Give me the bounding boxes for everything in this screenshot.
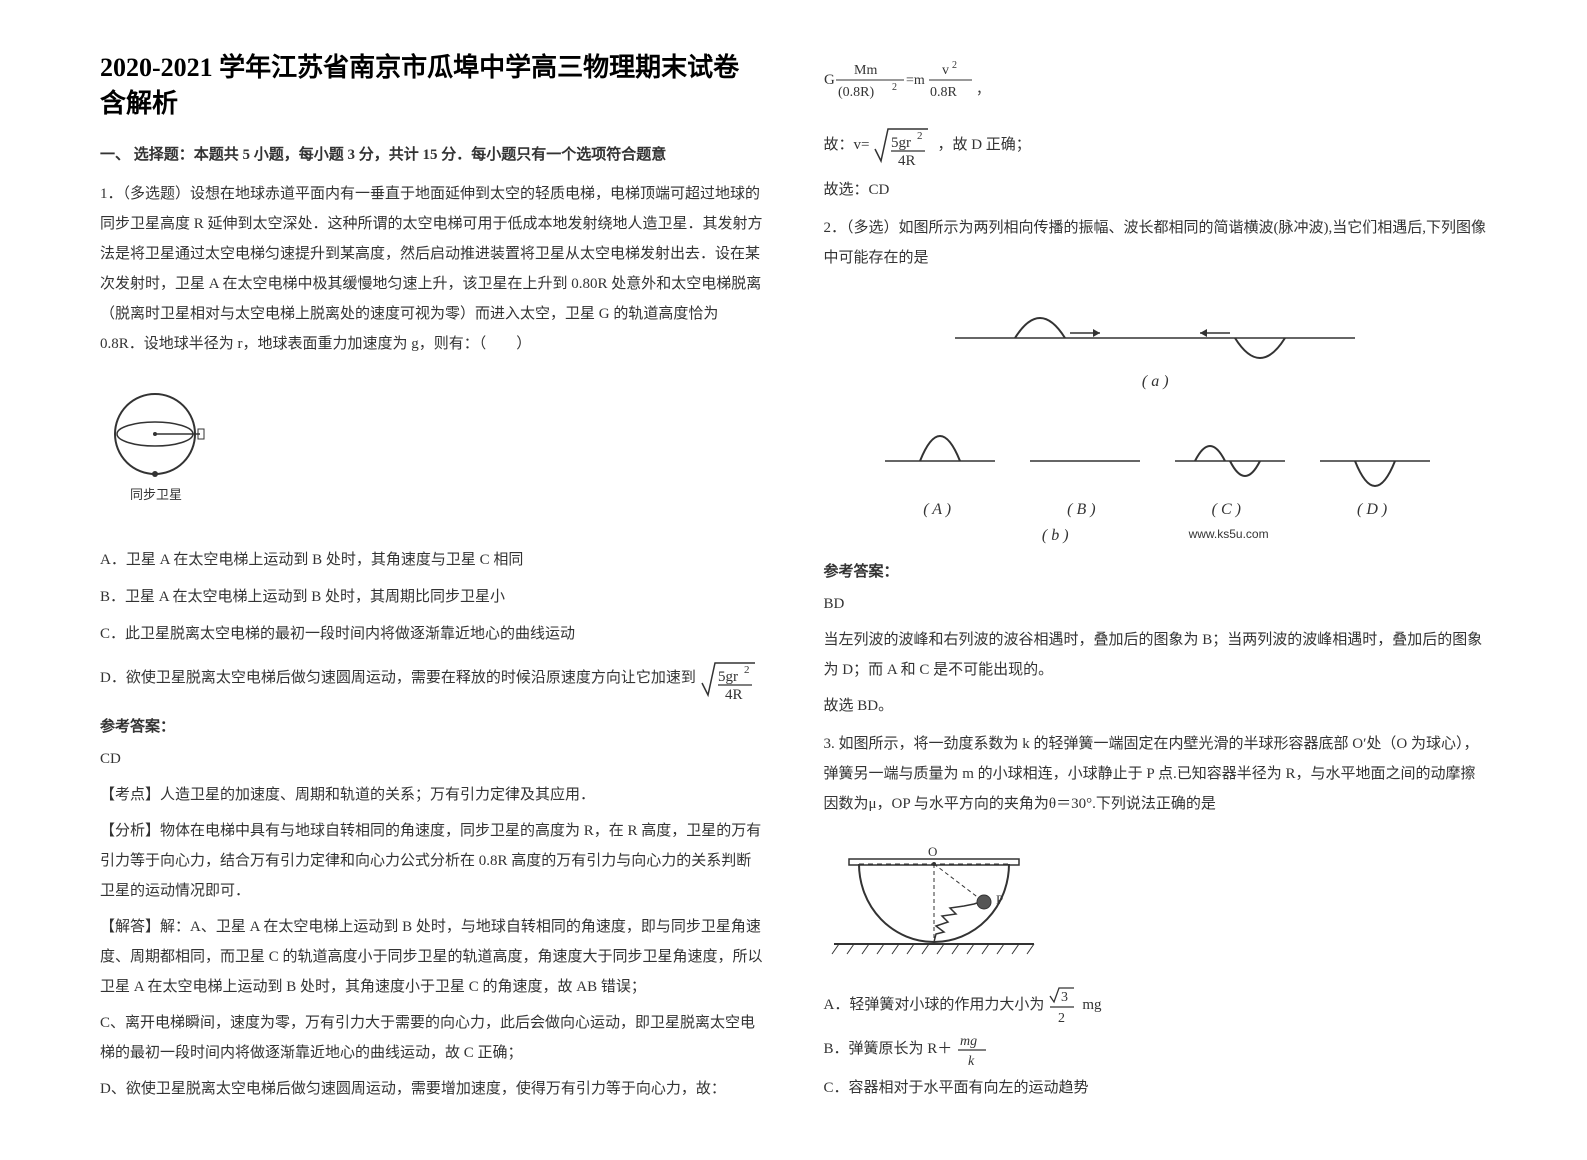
q3-optA-prefix: A．轻弹簧对小球的作用力大小为 — [824, 989, 1045, 1022]
sqrt3-over-2-icon: 3 2 — [1048, 984, 1078, 1026]
section-1-header: 一、 选择题：本题共 5 小题，每小题 3 分，共计 15 分．每小题只有一个选… — [100, 143, 764, 164]
q1-stem: 1．（多选题）设想在地球赤道平面内有一垂直于地面延伸到太空的轻质电梯，电梯顶端可… — [100, 179, 764, 359]
q3-option-c: C．容器相对于水平面有向左的运动趋势 — [824, 1072, 1488, 1105]
svg-text:4R: 4R — [725, 687, 743, 703]
svg-text:Mm: Mm — [854, 63, 877, 78]
svg-text:P: P — [996, 892, 1003, 907]
q2-answer: BD — [824, 589, 1488, 619]
svg-text:0.8R: 0.8R — [930, 85, 958, 100]
svg-text:2: 2 — [917, 130, 923, 142]
svg-text:，: ， — [976, 83, 990, 98]
kaodian-label: 【考点】 — [100, 787, 160, 803]
page-container: 2020-2021 学年江苏省南京市瓜埠中学高三物理期末试卷含解析 一、 选择题… — [0, 0, 1587, 1160]
svg-text:mg: mg — [960, 1034, 977, 1049]
q1-kaodian: 【考点】人造卫星的加速度、周期和轨道的关系；万有引力定律及其应用． — [100, 780, 764, 810]
q1-fenxi: 【分析】物体在电梯中具有与地球自转相同的角速度，同步卫星的高度为 R，在 R 高… — [100, 816, 764, 906]
q3-optB-prefix: B．弹簧原长为 R＋ — [824, 1033, 953, 1066]
q2-label-b: ( b ) — [1042, 527, 1069, 545]
q2-opt-label-d: ( D ) — [1357, 501, 1387, 519]
q3-option-b: B．弹簧原长为 R＋ mg k — [824, 1030, 1488, 1068]
q2-opt-label-c: ( C ) — [1212, 501, 1241, 519]
formula-block-1: G Mm (0.8R) 2 =m v 2 0.8R ， — [824, 56, 1488, 115]
q1-diagram: 同步卫星 — [100, 374, 764, 529]
svg-text:v: v — [942, 63, 949, 78]
kaodian-text: 人造卫星的加速度、周期和轨道的关系；万有引力定律及其应用． — [160, 787, 595, 803]
q1-jieda-a: 【解答】解：A、卫星 A 在太空电梯上运动到 B 处时，与地球自转相同的角速度，… — [100, 912, 764, 1002]
q1-option-a: A．卫星 A 在太空电梯上运动到 B 处时，其角速度与卫星 C 相同 — [100, 544, 764, 577]
formula-block-2: 故：v= 5gr 2 4R ，故 D 正确； — [824, 121, 1488, 169]
q2-explain1: 当左列波的波峰和右列波的波谷相遇时，叠加后的图象为 B；当两列波的波峰相遇时，叠… — [824, 625, 1488, 685]
fenxi-label: 【分析】 — [100, 823, 160, 839]
fenxi-text: 物体在电梯中具有与地球自转相同的角速度，同步卫星的高度为 R，在 R 高度，卫星… — [100, 823, 761, 899]
q2-stem: 2．（多选）如图所示为两列相向传播的振幅、波长都相同的简谐横波(脉冲波),当它们… — [824, 213, 1488, 273]
svg-text:2: 2 — [1058, 1011, 1065, 1026]
svg-text:k: k — [968, 1054, 975, 1068]
svg-text:O: O — [928, 844, 937, 859]
svg-text:G: G — [824, 72, 835, 88]
jieda-a-text: 解：A、卫星 A 在太空电梯上运动到 B 处时，与地球自转相同的角速度，即与同步… — [100, 919, 763, 995]
left-column: 2020-2021 学年江苏省南京市瓜埠中学高三物理期末试卷含解析 一、 选择题… — [100, 50, 764, 1110]
jieda-label: 【解答】 — [100, 919, 160, 935]
svg-text:2: 2 — [892, 82, 897, 93]
q1-answer-label: 参考答案： — [100, 715, 764, 736]
q1-option-c: C．此卫星脱离太空电梯的最初一段时间内将做逐渐靠近地心的曲线运动 — [100, 618, 764, 651]
q1-answer: CD — [100, 744, 764, 774]
guxuan-cd: 故选：CD — [824, 175, 1488, 205]
svg-text:4R: 4R — [898, 153, 916, 169]
svg-text:2: 2 — [952, 60, 957, 71]
q1-jieda-c: C、离开电梯瞬间，速度为零，万有引力大于需要的向心力，此后会做向心运动，即卫星脱… — [100, 1008, 764, 1068]
q3-stem: 3. 如图所示，将一劲度系数为 k 的轻弹簧一端固定在内壁光滑的半球形容器底部 … — [824, 729, 1488, 819]
q2-opt-label-a: ( A ) — [923, 501, 951, 519]
q2-opt-label-b: ( B ) — [1067, 501, 1095, 519]
svg-text:=m: =m — [906, 73, 925, 88]
q3-diagram: O P — [824, 834, 1488, 969]
right-column: G Mm (0.8R) 2 =m v 2 0.8R ， 故：v= 5gr 2 4… — [824, 50, 1488, 1110]
gravity-formula-icon: G Mm (0.8R) 2 =m v 2 0.8R ， — [824, 56, 1024, 104]
q3-optA-suffix: mg — [1082, 989, 1101, 1022]
q2-label-a: ( a ) — [824, 373, 1488, 391]
svg-text:2: 2 — [744, 664, 750, 676]
svg-text:同步卫星: 同步卫星 — [130, 487, 182, 502]
svg-text:5gr: 5gr — [718, 669, 738, 685]
gu-prefix: 故：v= — [824, 129, 870, 162]
q2-diagram: ( a ) ( A ) ( B ) ( C ) ( D ) — [824, 288, 1488, 545]
svg-text:3: 3 — [1061, 990, 1068, 1005]
q1-option-d-text: D．欲使卫星脱离太空电梯后做匀速圆周运动，需要在释放的时候沿原速度方向让它加速到 — [100, 662, 696, 695]
svg-text:5gr: 5gr — [891, 135, 911, 151]
q1-option-b: B．卫星 A 在太空电梯上运动到 B 处时，其周期比同步卫星小 — [100, 581, 764, 614]
q3-option-a: A．轻弹簧对小球的作用力大小为 3 2 mg — [824, 984, 1488, 1026]
svg-text:(0.8R): (0.8R) — [838, 85, 875, 100]
watermark-text: www.ks5u.com — [1189, 527, 1269, 545]
mg-over-k-icon: mg k — [956, 1030, 988, 1068]
q2-answer-label: 参考答案： — [824, 560, 1488, 581]
exam-title: 2020-2021 学年江苏省南京市瓜埠中学高三物理期末试卷含解析 — [100, 50, 764, 123]
q2-explain2: 故选 BD。 — [824, 691, 1488, 721]
q1-option-d: D．欲使卫星脱离太空电梯后做匀速圆周运动，需要在释放的时候沿原速度方向让它加速到… — [100, 655, 764, 703]
sqrt-formula-2-icon: 5gr 2 4R — [873, 121, 933, 169]
q1-jieda-d: D、欲使卫星脱离太空电梯后做匀速圆周运动，需要增加速度，使得万有引力等于向心力，… — [100, 1074, 764, 1104]
sqrt-formula-icon: 5gr 2 4R — [700, 655, 760, 703]
formula-suffix: ，故 D 正确； — [937, 129, 1030, 162]
